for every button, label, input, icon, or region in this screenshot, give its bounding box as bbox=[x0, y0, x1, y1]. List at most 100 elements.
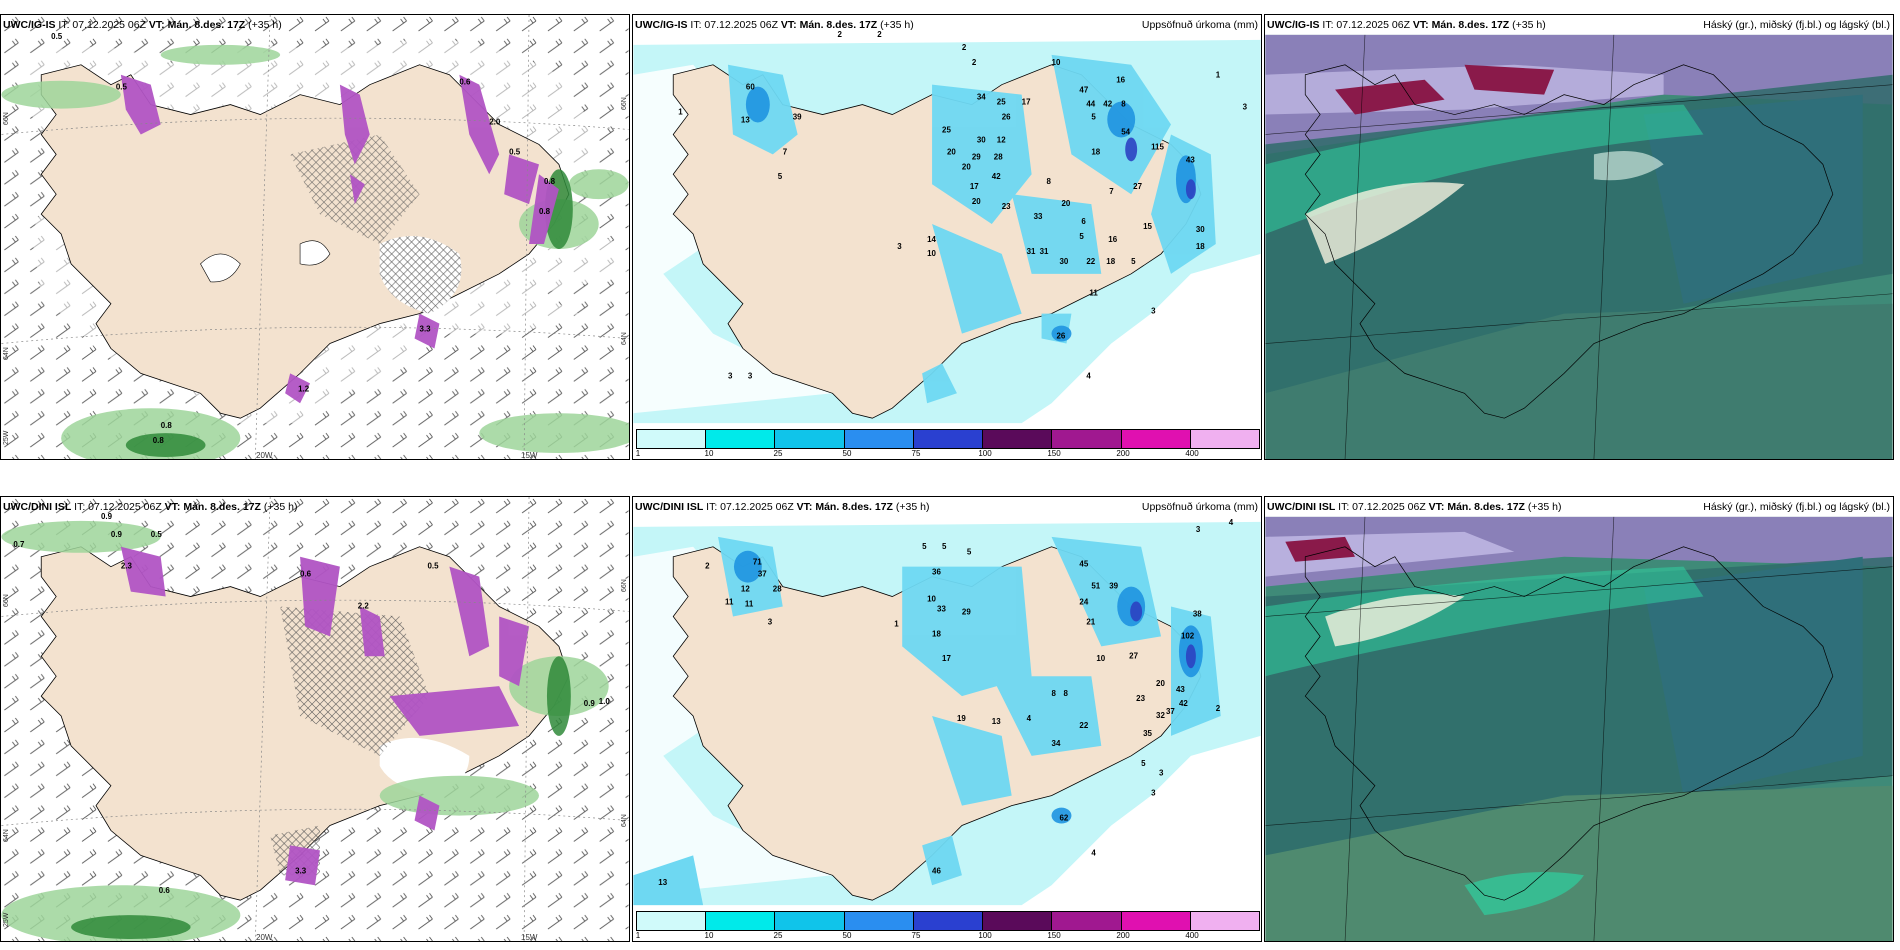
colorbar-tick: 50 bbox=[842, 449, 852, 458]
lat-label: 64N bbox=[621, 332, 628, 345]
precip-value: 3 bbox=[1243, 103, 1248, 112]
precip-value: 30 bbox=[1059, 257, 1068, 266]
precip-value: 20 bbox=[1061, 199, 1070, 208]
panel-wind-bottom: UWC/DINI ISL IT: 07.12.2025 06Z VT: Mán.… bbox=[0, 496, 630, 942]
precip-value: 115 bbox=[1151, 142, 1164, 151]
lat-label: 25W bbox=[3, 912, 10, 927]
valid-time: VT: Mán. 8.des. 17Z bbox=[796, 501, 893, 513]
colorbar-tick: 400 bbox=[1185, 449, 1199, 458]
precip-value: 27 bbox=[1133, 182, 1142, 191]
precip-value: 45 bbox=[1079, 560, 1088, 569]
precip-map: 5 5 5 3 4 2 71 12 11 28 37 11 2 3 1 10 3… bbox=[633, 518, 1261, 906]
precip-value: 32 bbox=[1156, 711, 1165, 720]
colorbar bbox=[636, 429, 1260, 449]
precip-value: 5 bbox=[1079, 232, 1084, 241]
precip-value: 13 bbox=[741, 116, 750, 125]
wind-value: 0.6 bbox=[300, 570, 312, 579]
colorbar-bin bbox=[913, 912, 984, 930]
precip-value: 3 bbox=[1159, 769, 1164, 778]
precip-value: 30 bbox=[1196, 225, 1205, 234]
colorbar-bin bbox=[844, 912, 914, 930]
colorbar-tick: 100 bbox=[978, 449, 992, 458]
panel-header: UWC/DINI ISL IT: 07.12.2025 06Z VT: Mán.… bbox=[3, 501, 297, 513]
wind-value: 2.0 bbox=[489, 118, 501, 127]
precip-value: 2 bbox=[962, 43, 967, 52]
colorbar-tick: 25 bbox=[773, 449, 783, 458]
lead-time: (+35 h) bbox=[248, 19, 282, 31]
precip-value: 39 bbox=[1109, 582, 1118, 591]
precip-value: 8 bbox=[1052, 689, 1057, 698]
precip-value: 4 bbox=[1086, 371, 1091, 380]
lat-label: 64N bbox=[621, 814, 628, 827]
precip-value: 6 bbox=[1081, 217, 1086, 226]
wind-value: 2.3 bbox=[121, 562, 133, 571]
precip-value: 17 bbox=[970, 182, 979, 191]
precip-value: 10 bbox=[927, 595, 936, 604]
wind-value: 3.3 bbox=[420, 325, 432, 334]
panel-header: UWC/DINI ISL IT: 07.12.2025 06Z VT: Mán.… bbox=[1267, 501, 1561, 513]
lat-label: 25W bbox=[3, 430, 10, 445]
precip-value: 29 bbox=[962, 607, 971, 616]
precip-value: 5 bbox=[1131, 257, 1136, 266]
colorbar-bin bbox=[706, 912, 776, 930]
precip-value: 18 bbox=[1091, 147, 1100, 156]
precip-value: 36 bbox=[932, 568, 941, 577]
panel-precip-bottom: UWC/DINI ISL IT: 07.12.2025 06Z VT: Mán.… bbox=[632, 496, 1262, 942]
init-time: IT: 07.12.2025 06Z bbox=[1322, 19, 1410, 31]
precip-value: 15 bbox=[1143, 222, 1152, 231]
precip-value: 7 bbox=[1109, 187, 1114, 196]
precip-value: 71 bbox=[753, 558, 762, 567]
lon-label: 20W bbox=[256, 933, 273, 942]
precip-value: 28 bbox=[994, 152, 1003, 161]
precip-value: 8 bbox=[1121, 100, 1126, 109]
wind-map: 0.5 0.5 0.8 0.8 0.6 0.5 0.8 0.8 2.0 3.3 … bbox=[1, 15, 629, 459]
colorbar-tick: 150 bbox=[1047, 931, 1061, 940]
precip-value: 31 bbox=[1040, 247, 1049, 256]
precip-value: 16 bbox=[1116, 76, 1125, 85]
lat-label: 66N bbox=[3, 112, 10, 125]
precip-value: 24 bbox=[1079, 598, 1088, 607]
panel-header: UWC/DINI ISL IT: 07.12.2025 06Z VT: Mán.… bbox=[635, 501, 929, 513]
precip-value: 3 bbox=[1151, 307, 1156, 316]
precip-value: 54 bbox=[1121, 127, 1130, 136]
precip-value: 12 bbox=[997, 135, 1006, 144]
precip-value: 23 bbox=[1136, 694, 1145, 703]
cloud-map bbox=[1265, 34, 1893, 459]
init-time: IT: 07.12.2025 06Z bbox=[74, 501, 162, 513]
precip-map: 2 2 1 2 2 10 8 16 47 44 42 5 1 3 60 13 3… bbox=[633, 30, 1261, 424]
colorbar-bin bbox=[1052, 430, 1122, 448]
precip-value: 1 bbox=[678, 108, 683, 117]
panel-header: UWC/IG-IS IT: 07.12.2025 06Z VT: Mán. 8.… bbox=[635, 19, 914, 31]
precip-value: 5 bbox=[778, 172, 783, 181]
colorbar-tick: 10 bbox=[704, 449, 714, 458]
model-name: UWC/IG-IS bbox=[3, 19, 56, 31]
precip-value: 11 bbox=[1089, 289, 1098, 298]
colorbar-bin bbox=[1121, 430, 1191, 448]
precip-value: 2 bbox=[877, 30, 882, 39]
precip-value: 8 bbox=[1047, 177, 1052, 186]
colorbar-bin bbox=[983, 912, 1053, 930]
model-name: UWC/DINI ISL bbox=[635, 501, 704, 513]
precip-value: 11 bbox=[745, 600, 754, 609]
colorbar-tick: 200 bbox=[1116, 931, 1130, 940]
precip-value: 17 bbox=[1022, 98, 1031, 107]
precip-value: 5 bbox=[942, 542, 947, 551]
colorbar-tick: 1 bbox=[635, 449, 641, 458]
lon-label: 20W bbox=[256, 451, 273, 460]
valid-time: VT: Mán. 8.des. 17Z bbox=[164, 501, 261, 513]
colorbar-tick: 150 bbox=[1047, 449, 1061, 458]
panel-clouds-top: UWC/IG-IS IT: 07.12.2025 06Z VT: Mán. 8.… bbox=[1264, 14, 1894, 460]
precip-value: 37 bbox=[758, 570, 767, 579]
panel-header: UWC/IG-IS IT: 07.12.2025 06Z VT: Mán. 8.… bbox=[3, 19, 282, 31]
precip-value: 13 bbox=[992, 717, 1001, 726]
precip-value: 102 bbox=[1181, 631, 1195, 640]
precip-value: 4 bbox=[1229, 518, 1234, 527]
colorbar-bin bbox=[775, 912, 845, 930]
precip-value: 17 bbox=[942, 654, 951, 663]
precip-value: 43 bbox=[1186, 155, 1195, 164]
precip-value: 20 bbox=[972, 197, 981, 206]
panel-title: Háský (gr.), miðský (fj.bl.) og lágský (… bbox=[1703, 19, 1890, 31]
wind-value: 0.5 bbox=[51, 32, 63, 41]
lat-label: 66N bbox=[3, 594, 10, 607]
wind-value: 3.3 bbox=[295, 866, 307, 875]
